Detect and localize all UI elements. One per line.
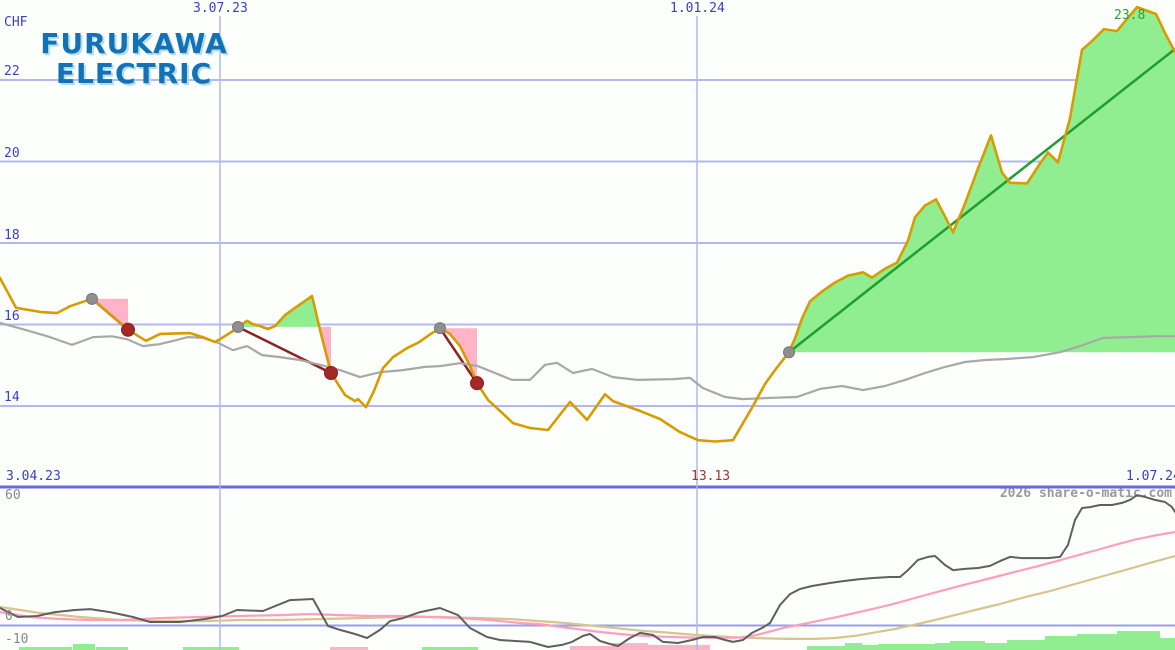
x-axis-date-top-1: 3.07.23 [193, 1, 248, 16]
osc-histogram-bar [19, 646, 72, 650]
gain-area [273, 296, 320, 327]
osc-histogram-bar [330, 646, 368, 650]
osc-histogram-bar [1160, 637, 1175, 650]
trade-entry-dot [232, 320, 244, 333]
osc-histogram-bar [648, 644, 710, 650]
osc-tick-0: 0 [5, 609, 13, 624]
price-line [0, 5, 1175, 443]
logo-line-1: FURUKAWA [40, 27, 228, 60]
osc-histogram-bar [862, 644, 878, 650]
watermark: 2026 share-o-matic.com [999, 486, 1172, 501]
osc-histogram-bar [96, 646, 128, 650]
benchmark-line [0, 321, 1175, 401]
trade-exit-dot [324, 365, 338, 380]
max-price-annotation: 23.8 [1114, 8, 1146, 23]
company-logo: FURUKAWA ELECTRIC [30, 29, 238, 89]
osc-histogram-bar [807, 646, 845, 650]
y-tick-14: 14 [4, 390, 20, 405]
y-tick-16: 16 [4, 309, 20, 324]
loss-area [92, 298, 128, 330]
osc-main-line [0, 494, 1175, 648]
y-tick-22: 22 [4, 64, 20, 79]
osc-histogram-bar [1077, 634, 1117, 650]
gain-area [789, 7, 1175, 353]
osc-tick-m10: -10 [5, 632, 29, 647]
osc-histogram-bar [422, 646, 478, 650]
logo-line-2: ELECTRIC [55, 57, 213, 90]
x-axis-date-top-2: 1.01.24 [670, 1, 725, 16]
trend-line [788, 48, 1175, 354]
trade-exit-dot [121, 322, 135, 337]
osc-histogram-bar [1117, 631, 1160, 650]
min-price-annotation: 13.13 [691, 469, 731, 484]
trade-exit-dot [470, 376, 484, 391]
trade-entry-dot [434, 322, 446, 335]
osc-histogram-bar [845, 643, 862, 650]
osc-histogram-bar [570, 646, 612, 650]
osc-histogram-bar [1045, 635, 1077, 650]
osc-histogram-bar [1007, 640, 1045, 650]
loss-area [440, 328, 477, 384]
osc-histogram-bar [950, 640, 985, 650]
x-axis-date-bottom-left: 3.04.23 [6, 469, 61, 484]
trade-connector-line [438, 327, 479, 384]
trade-entry-dot [783, 346, 795, 359]
trade-connector-line [237, 325, 332, 375]
trade-entry-dot [86, 292, 98, 305]
osc-histogram-bar [985, 643, 1007, 650]
osc-signal-slow-line [0, 554, 1175, 641]
osc-histogram-bar [878, 643, 935, 650]
x-axis-date-bottom-right: 1.07.24 [1126, 469, 1175, 484]
osc-histogram-bar [183, 646, 239, 650]
osc-histogram-bar [73, 643, 95, 650]
currency-label: CHF [4, 15, 28, 30]
osc-tick-60: 60 [5, 488, 21, 503]
y-tick-20: 20 [4, 146, 20, 161]
osc-histogram-bar [935, 643, 950, 650]
osc-histogram-bar [612, 643, 648, 650]
y-tick-18: 18 [4, 228, 20, 243]
